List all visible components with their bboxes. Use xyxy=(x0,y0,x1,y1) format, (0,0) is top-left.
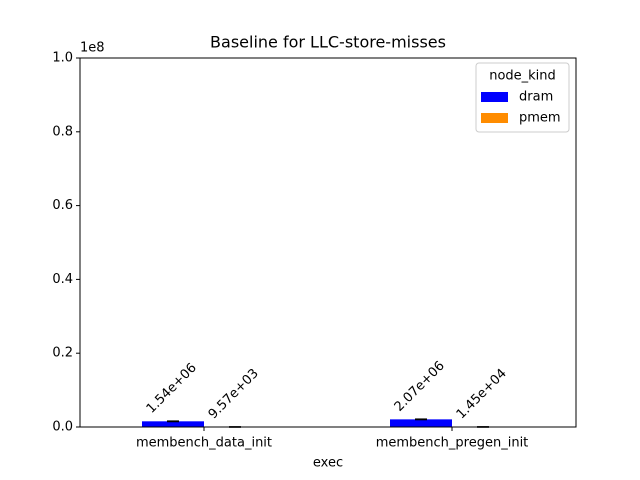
y-tick-label: 0.6 xyxy=(52,198,73,213)
legend-swatch xyxy=(481,92,508,102)
y-tick-label: 0.0 xyxy=(52,420,73,435)
legend-label: pmem xyxy=(519,111,561,126)
chart-title: Baseline for LLC-store-misses xyxy=(210,33,446,52)
bar xyxy=(390,419,452,427)
y-tick-label: 0.8 xyxy=(52,124,73,139)
x-axis-label: exec xyxy=(313,456,343,471)
bar xyxy=(142,421,204,427)
legend-label: dram xyxy=(519,90,553,105)
y-tick-label: 0.2 xyxy=(52,346,73,361)
x-tick-label: membench_data_init xyxy=(136,436,272,451)
y-tick-label: 1.0 xyxy=(52,51,73,66)
x-tick-label: membench_pregen_init xyxy=(376,436,529,451)
y-tick-label: 0.4 xyxy=(52,272,73,287)
y-offset-label: 1e8 xyxy=(80,41,105,56)
axes-frame xyxy=(79,57,577,428)
legend-swatch xyxy=(481,113,508,123)
legend-title: node_kind xyxy=(489,69,556,84)
